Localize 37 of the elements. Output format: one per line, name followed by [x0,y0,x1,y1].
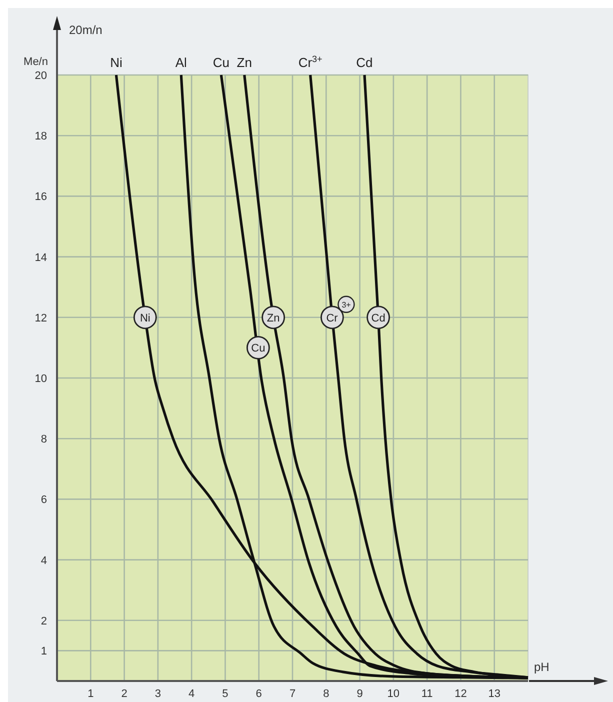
annotation: Cd [356,55,373,70]
annotation: Ni [140,312,150,324]
x-tick-label: 1 [88,688,94,700]
x-tick-label: 7 [289,688,296,700]
x-tick-label: 10 [387,688,400,700]
annotation: Ni [110,55,122,70]
annotation: Cd [371,312,386,324]
x-tick-label: 4 [188,688,195,700]
x-axis-title: pH [534,660,550,674]
x-tick-label: 11 [421,688,433,700]
x-tick-label: 3 [154,688,161,700]
annotation: Cu [212,55,230,70]
y-tick-label: 10 [34,373,47,385]
y-tick-label: 20 [34,70,47,82]
y-tick-label: 2 [40,615,47,628]
x-tick-label: 12 [454,688,467,700]
annotation: Zn [266,312,280,324]
y-tick-label: 18 [34,130,47,143]
y-axis-title: Me/n [24,56,48,68]
x-tick-label: 6 [256,688,262,700]
y-tick-label: 6 [40,494,47,506]
y-tick-label: 14 [34,252,47,264]
x-tick-label: 9 [356,688,363,700]
y-tick-label: 8 [40,434,47,446]
annotation: Zn [236,55,252,70]
y-tick-label: 1 [40,646,47,658]
annotation: Cr$^{3+}$ [298,54,322,70]
annotation: Al [175,55,188,70]
x-tick-label: 13 [488,688,500,700]
x-tick-label: 8 [323,688,330,700]
x-tick-label: 5 [222,688,228,700]
text: 20m/n [69,23,102,37]
y-tick-label: 4 [40,554,47,567]
y-tick-label: 16 [34,191,47,204]
y-tick-label: 12 [34,312,47,324]
x-tick-label: 2 [121,688,128,700]
annotation: Cu [251,342,266,355]
